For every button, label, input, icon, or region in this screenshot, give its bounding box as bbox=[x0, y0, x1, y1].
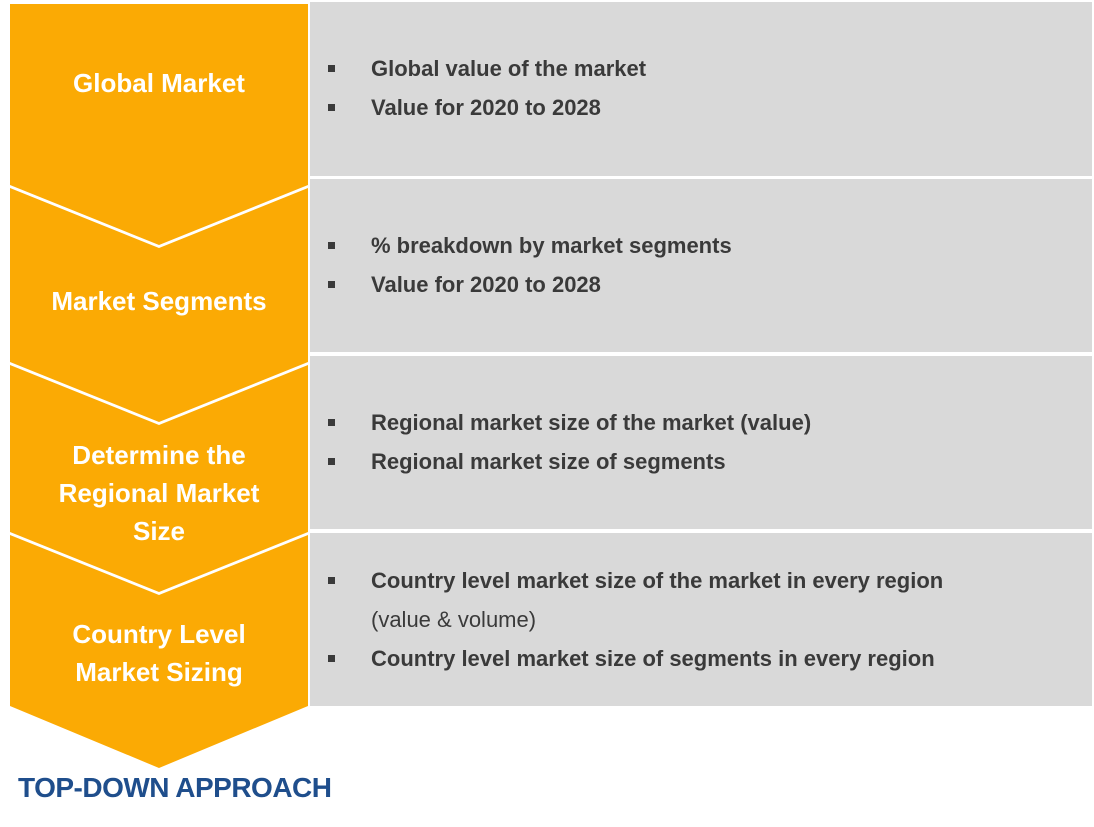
bullet-square-icon bbox=[328, 281, 335, 288]
panel-country-level-sizing: Country level market size of the market … bbox=[310, 533, 1092, 706]
bullet-item: Country level market size of the market … bbox=[310, 561, 1092, 600]
chevron-country-level-sizing bbox=[10, 535, 308, 768]
bullet-square-icon bbox=[328, 458, 335, 465]
step-label-market-segments: Market Segments bbox=[51, 286, 267, 316]
bullet-item: Value for 2020 to 2028 bbox=[310, 88, 1092, 127]
step-label-global-market: Global Market bbox=[73, 68, 245, 98]
bullet-square-icon bbox=[328, 104, 335, 111]
chevron-market-segments bbox=[10, 188, 308, 422]
bullet-square-icon bbox=[328, 65, 335, 72]
step-label-country-level-sizing: Country Level Market Sizing bbox=[72, 619, 246, 687]
panel-market-segments: % breakdown by market segments Value for… bbox=[310, 179, 1092, 352]
step-label-regional-market-size: Determine the Regional Market Size bbox=[58, 440, 260, 546]
panel-regional-market-size: Regional market size of the market (valu… bbox=[310, 356, 1092, 529]
bullet-square-icon bbox=[328, 242, 335, 249]
bullet-item: Regional market size of the market (valu… bbox=[310, 403, 1092, 442]
bullet-item: Value for 2020 to 2028 bbox=[310, 265, 1092, 304]
bullet-square-icon bbox=[328, 419, 335, 426]
bullet-item: Global value of the market bbox=[310, 49, 1092, 88]
chevron-regional-market-size bbox=[10, 365, 308, 592]
panel-global-market: Global value of the market Value for 202… bbox=[310, 2, 1092, 176]
bullet-item: Regional market size of segments bbox=[310, 442, 1092, 481]
approach-title: TOP-DOWN APPROACH bbox=[18, 772, 332, 803]
bullet-square-icon bbox=[328, 655, 335, 662]
bullet-item: Country level market size of segments in… bbox=[310, 639, 1092, 678]
chevron-global-market bbox=[10, 4, 308, 245]
bullet-item: % breakdown by market segments bbox=[310, 226, 1092, 265]
bullet-square-icon bbox=[328, 577, 335, 584]
bullet-continuation: (value & volume) bbox=[371, 607, 537, 632]
